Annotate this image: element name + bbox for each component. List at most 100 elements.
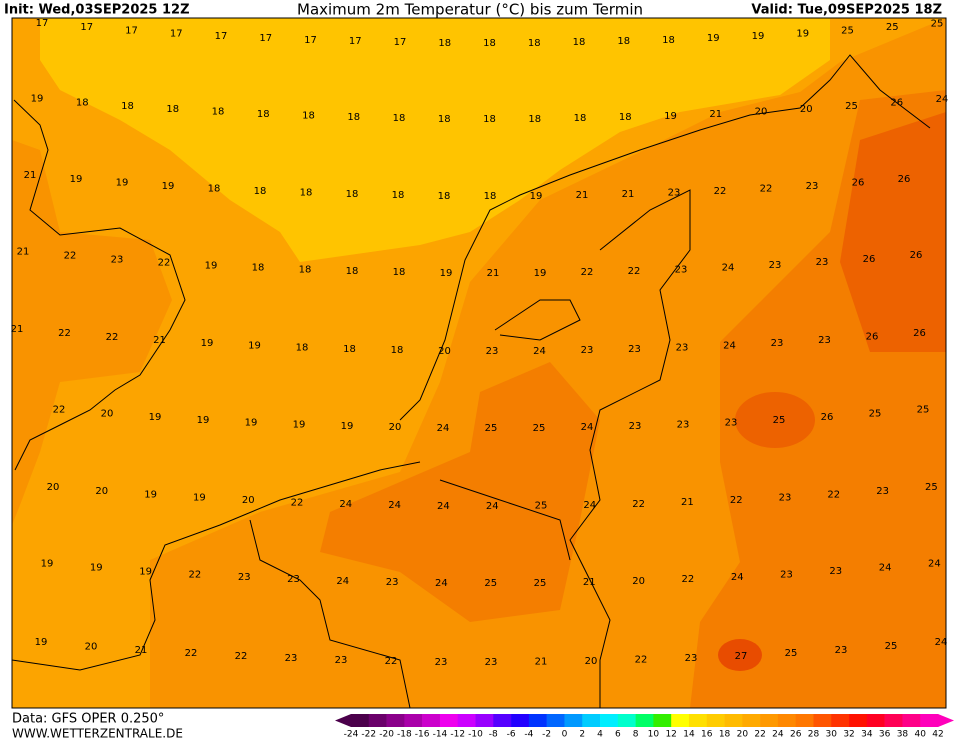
- temperature-label: 23: [685, 653, 698, 664]
- temperature-label: 19: [201, 338, 214, 349]
- colorbar-tick-label: 10: [648, 730, 660, 740]
- colorbar-box: [582, 714, 601, 727]
- colorbar-tick-label: -6: [507, 730, 516, 740]
- temperature-label: 17: [125, 25, 138, 36]
- temperature-label: 23: [485, 657, 498, 668]
- temperature-label: 25: [773, 415, 786, 426]
- colorbar-tick-label: 4: [597, 730, 603, 740]
- temperature-label: 17: [170, 28, 183, 39]
- temperature-label: 18: [252, 263, 265, 274]
- colorbar-tick-label: 26: [790, 730, 802, 740]
- colorbar-tick-label: -22: [361, 730, 376, 740]
- temperature-label: 19: [707, 33, 720, 44]
- temperature-label: 21: [11, 324, 24, 335]
- temperature-label: 23: [769, 260, 782, 271]
- colorbar-tick-label: 0: [562, 730, 568, 740]
- colorbar-high-arrow: [938, 714, 954, 727]
- temperature-label: 18: [300, 188, 313, 199]
- temperature-label: 23: [628, 344, 641, 355]
- temperature-label: 18: [573, 37, 586, 48]
- colorbar-box: [831, 714, 850, 727]
- temperature-label: 23: [771, 338, 784, 349]
- temperature-label: 18: [347, 112, 360, 123]
- temperature-label: 23: [675, 264, 688, 275]
- temperature-label: 25: [535, 501, 548, 512]
- colorbar-box: [600, 714, 619, 727]
- temperature-label: 18: [438, 191, 451, 202]
- colorbar-box: [493, 714, 512, 727]
- temperature-label: 17: [36, 18, 49, 29]
- temperature-label: 25: [533, 423, 546, 434]
- colorbar-tick-label: 14: [683, 730, 695, 740]
- temperature-label: 24: [437, 501, 450, 512]
- temperature-label: 23: [386, 577, 399, 588]
- colorbar: -24 -22 -20 -18 -16 -14 -12 -10 -8 -6 -4 -2 0 2 4 6 8 10 1…: [335, 714, 954, 740]
- temperature-label: 25: [785, 648, 798, 659]
- temperature-label: 19: [440, 268, 453, 279]
- temperature-label: 19: [139, 566, 152, 577]
- temperature-label: 25: [845, 101, 858, 112]
- temperature-label: 23: [238, 572, 251, 583]
- temperature-label: 21: [622, 189, 635, 200]
- colorbar-tick-label: 16: [701, 730, 713, 740]
- temperature-label: 24: [388, 500, 401, 511]
- temperature-label: 23: [285, 653, 298, 664]
- colorbar-box: [404, 714, 423, 727]
- temperature-label: 19: [35, 637, 48, 648]
- data-source: Data: GFS OPER 0.250°: [12, 712, 164, 727]
- temperature-label: 19: [41, 559, 54, 570]
- temperature-label: 21: [535, 657, 548, 668]
- colorbar-tick-label: -20: [379, 730, 394, 740]
- colorbar-box: [439, 714, 459, 727]
- temperature-label: 23: [829, 566, 842, 577]
- temperature-label: 22: [635, 655, 648, 666]
- temperature-label: 18: [574, 113, 587, 124]
- colorbar-tick-label: 36: [879, 730, 891, 740]
- temperature-label: 23: [835, 645, 848, 656]
- temperature-label: 19: [796, 28, 809, 39]
- temperature-label: 25: [869, 408, 882, 419]
- temperature-label: 18: [662, 35, 675, 46]
- colorbar-tick-label: 30: [826, 730, 838, 740]
- temperature-label: 27: [735, 651, 748, 662]
- temperature-label: 17: [215, 31, 228, 42]
- colorbar-tick-label: 42: [932, 730, 943, 740]
- colorbar-tick-label: 34: [861, 730, 873, 740]
- temperature-label: 18: [391, 345, 404, 356]
- temperature-label: 19: [752, 31, 765, 42]
- colorbar-tick-label: 40: [914, 730, 926, 740]
- colorbar-box: [653, 714, 672, 727]
- temperature-label: 18: [346, 266, 359, 277]
- temperature-label: 19: [144, 490, 157, 501]
- temperature-label: 22: [760, 184, 773, 195]
- temperature-label: 23: [335, 655, 348, 666]
- temperature-label: 24: [336, 576, 349, 587]
- temperature-label: 20: [585, 656, 598, 667]
- colorbar-box: [920, 714, 939, 727]
- temperature-label: 18: [438, 38, 451, 49]
- temperature-label: 24: [722, 262, 735, 273]
- zone-17-18: [40, 18, 830, 262]
- temperature-label: 19: [341, 421, 354, 432]
- colorbar-tick-label: 24: [772, 730, 784, 740]
- temperature-label: 18: [484, 191, 497, 202]
- temperature-label: 24: [723, 340, 736, 351]
- colorbar-tick-label: -4: [524, 730, 533, 740]
- colorbar-box: [422, 714, 441, 727]
- temperature-label: 23: [725, 417, 738, 428]
- temperature-label: 25: [931, 18, 944, 29]
- temperature-label: 24: [935, 637, 948, 648]
- temperature-label: 18: [483, 38, 496, 49]
- temperature-label: 18: [257, 109, 270, 120]
- temperature-label: 25: [886, 22, 899, 33]
- temperature-label: 22: [385, 656, 398, 667]
- temperature-label: 19: [31, 94, 44, 105]
- temperature-label: 21: [709, 109, 722, 120]
- temperature-label: 20: [389, 422, 402, 433]
- temperature-label: 24: [936, 94, 949, 105]
- zone-25-26: [840, 112, 946, 352]
- temperature-label: 22: [714, 186, 727, 197]
- colorbar-tick-label: 12: [665, 730, 676, 740]
